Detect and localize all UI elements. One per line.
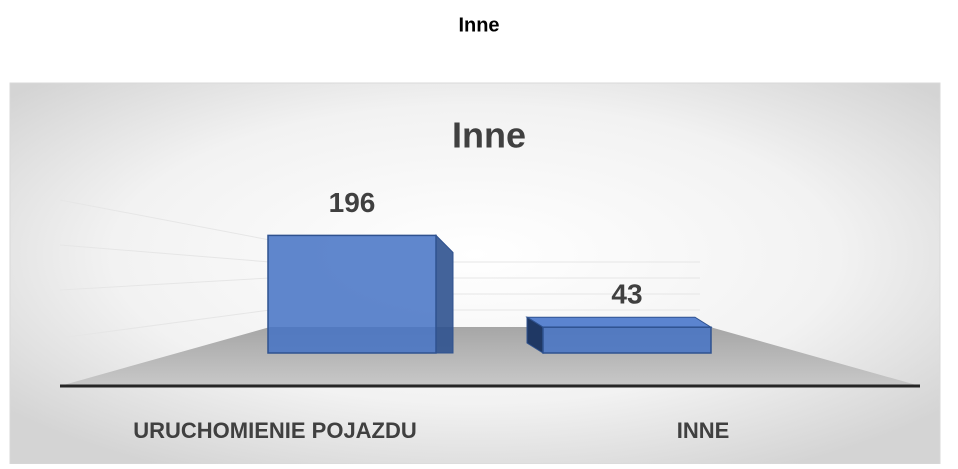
page-heading: Inne: [458, 14, 499, 36]
chart-title: Inne: [452, 115, 526, 156]
data-label: 43: [611, 279, 642, 310]
data-label: 196: [329, 187, 376, 218]
x-tick-label: URUCHOMIENIE POJAZDU: [133, 418, 417, 443]
back-wall-lines: [59, 199, 700, 339]
bar-top: [525, 316, 713, 328]
x-tick-label: INNE: [677, 418, 730, 443]
chart-area: [9, 82, 941, 465]
bar: [267, 234, 437, 354]
bar: [542, 326, 712, 354]
bar-side: [435, 234, 454, 354]
